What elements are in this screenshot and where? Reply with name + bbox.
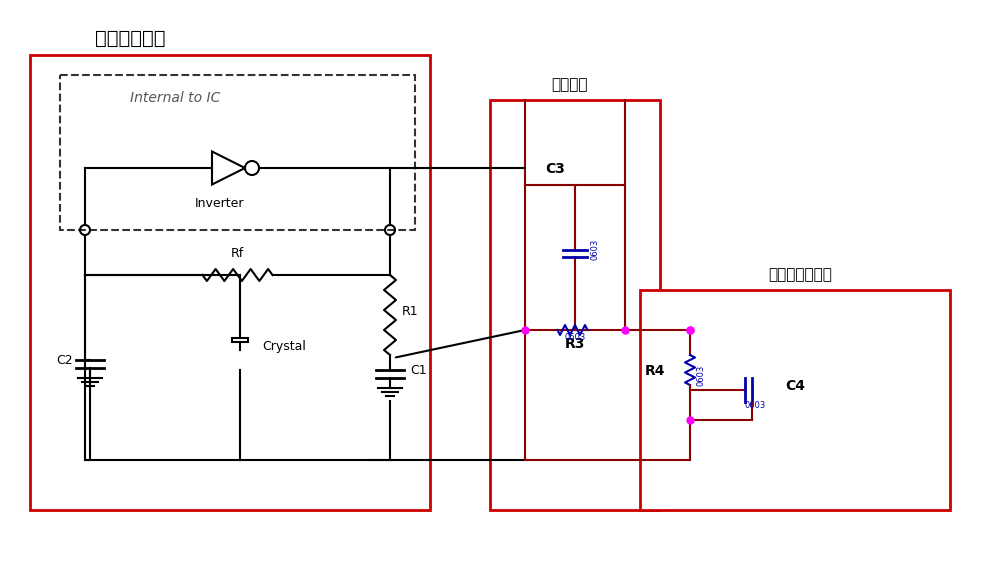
Text: R1: R1 — [402, 305, 419, 318]
Text: Crystal: Crystal — [262, 340, 306, 353]
Text: R3: R3 — [565, 337, 585, 351]
Text: 示波器或频率计: 示波器或频率计 — [768, 268, 832, 282]
Bar — [60, 75, 415, 230]
Bar — [232, 338, 248, 342]
Text: 无源探头: 无源探头 — [551, 78, 588, 92]
Text: C2: C2 — [56, 354, 73, 367]
Text: Rf: Rf — [231, 247, 245, 260]
Text: 0603: 0603 — [590, 239, 599, 260]
Text: Inverter: Inverter — [195, 197, 245, 210]
Text: 0603: 0603 — [697, 365, 706, 386]
Text: 0603: 0603 — [744, 400, 765, 409]
Text: C1: C1 — [410, 364, 427, 377]
Text: C3: C3 — [545, 162, 565, 176]
Text: Internal to IC: Internal to IC — [130, 91, 220, 105]
Text: 晶体振荡电路: 晶体振荡电路 — [95, 28, 165, 48]
Text: 0603: 0603 — [564, 332, 586, 341]
Bar — [30, 55, 430, 510]
Text: C4: C4 — [785, 379, 805, 393]
Bar — [490, 100, 660, 510]
Bar — [640, 290, 950, 510]
Text: R4: R4 — [644, 364, 665, 378]
